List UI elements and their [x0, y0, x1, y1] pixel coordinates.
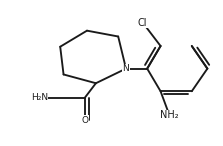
- Text: O: O: [81, 116, 88, 125]
- Text: N: N: [123, 64, 129, 73]
- Text: H₂N: H₂N: [31, 93, 48, 102]
- Text: NH₂: NH₂: [160, 110, 179, 120]
- Text: Cl: Cl: [138, 18, 147, 28]
